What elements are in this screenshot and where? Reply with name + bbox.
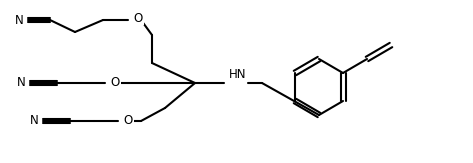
Text: O: O	[110, 75, 120, 89]
Text: N: N	[17, 76, 26, 89]
Text: N: N	[30, 114, 38, 127]
Text: O: O	[123, 113, 132, 126]
Text: HN: HN	[229, 68, 247, 82]
Text: N: N	[15, 14, 23, 27]
Text: O: O	[133, 12, 143, 24]
